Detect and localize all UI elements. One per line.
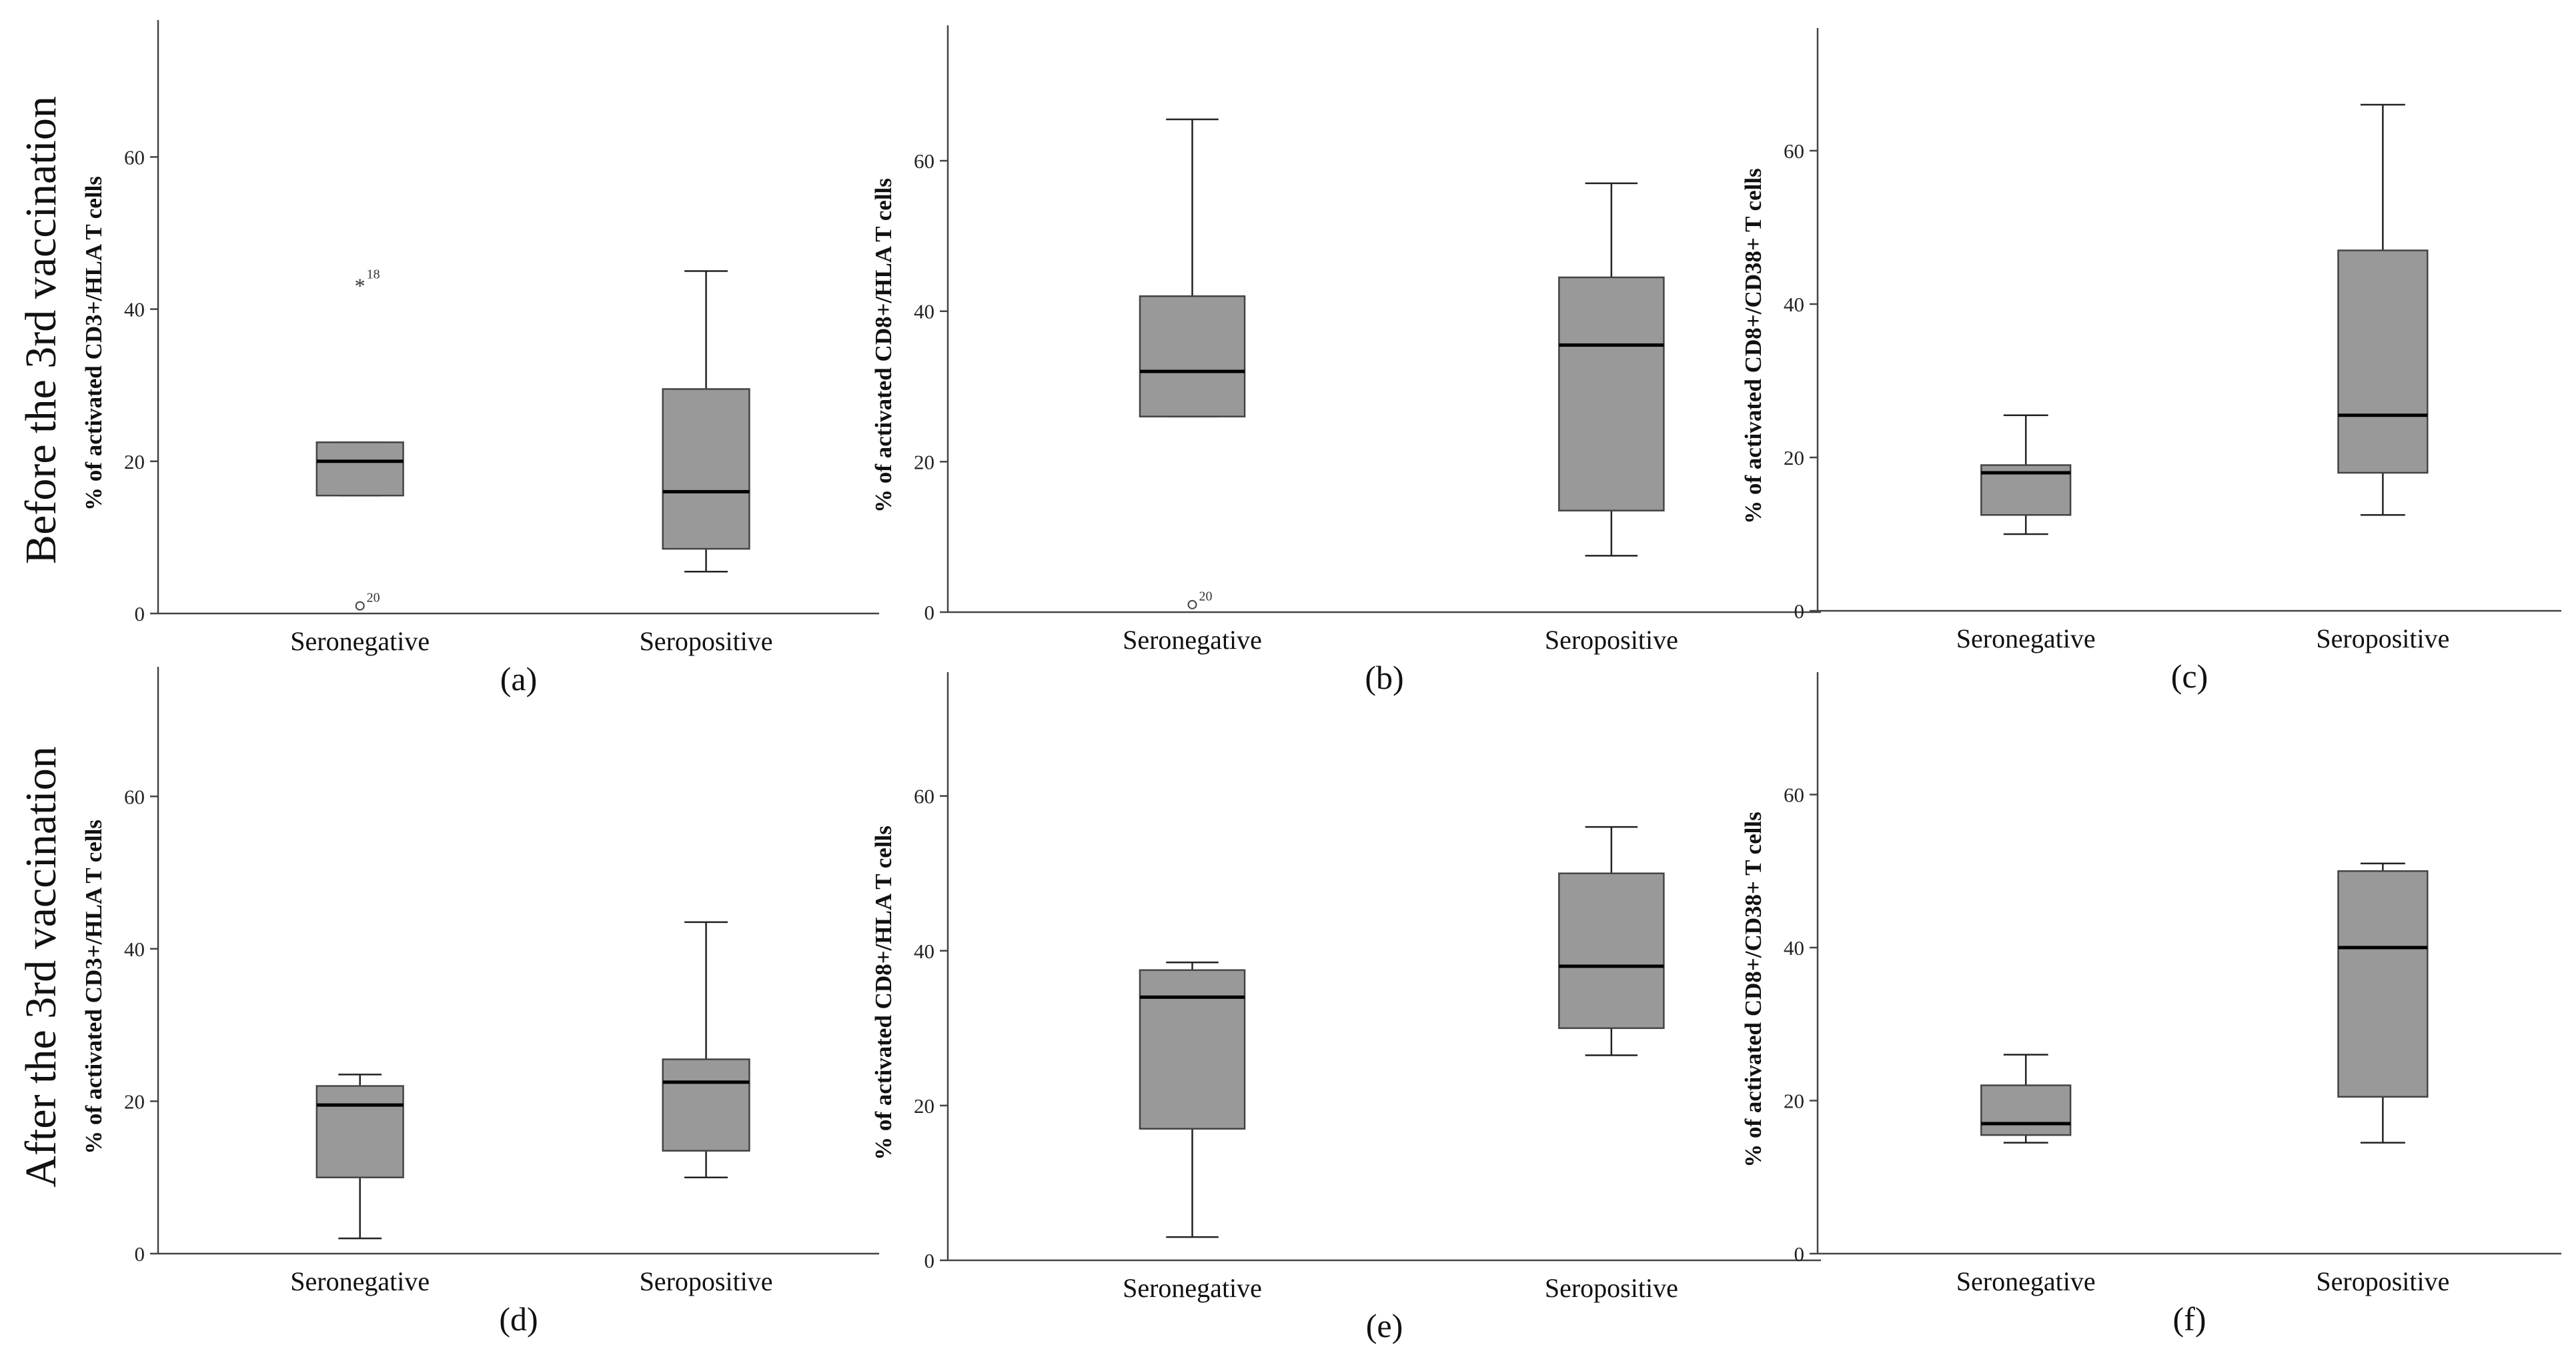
iqr-box bbox=[1139, 295, 1246, 417]
y-tick-label: 20 bbox=[1784, 1090, 1804, 1113]
y-tick-label: 0 bbox=[924, 601, 935, 624]
box-seronegative bbox=[1980, 414, 2072, 535]
iqr-box bbox=[1558, 276, 1665, 511]
box-seronegative bbox=[315, 1074, 404, 1240]
y-tick-label: 20 bbox=[124, 1090, 145, 1113]
y-tick-label: 20 bbox=[914, 450, 934, 473]
iqr-box bbox=[1558, 872, 1665, 1030]
outlier-label: 18 bbox=[367, 267, 380, 282]
x-category-label: Seropositive bbox=[1545, 1273, 1678, 1303]
outlier-marker bbox=[355, 601, 365, 611]
x-category-label: Seronegative bbox=[290, 1266, 430, 1296]
box-seropositive bbox=[662, 270, 750, 573]
box-seropositive bbox=[2337, 103, 2429, 516]
y-tick-label: 60 bbox=[124, 145, 145, 169]
iqr-box bbox=[662, 388, 750, 550]
y-axis-label: % of activated CD8+/CD38+ T cells bbox=[1740, 812, 1766, 1167]
iqr-box bbox=[315, 1085, 404, 1178]
y-axis-label: % of activated CD8+/HLA T cells bbox=[870, 826, 896, 1160]
panel-label: (a) bbox=[500, 660, 538, 698]
y-tick-label: 0 bbox=[924, 1249, 935, 1272]
x-category-label: Seronegative bbox=[1123, 625, 1262, 655]
y-tick-label: 40 bbox=[124, 298, 145, 321]
box-seronegative bbox=[1980, 1054, 2072, 1144]
outlier-label: 20 bbox=[1199, 589, 1213, 604]
box-seronegative: * 18 20 bbox=[315, 267, 404, 611]
y-tick-label: 20 bbox=[124, 450, 145, 473]
y-tick-label: 60 bbox=[914, 149, 934, 173]
outlier-marker bbox=[1187, 599, 1197, 609]
extreme-outlier-marker: * bbox=[355, 274, 366, 298]
box-seropositive bbox=[1558, 826, 1665, 1056]
y-tick-label: 40 bbox=[1784, 293, 1804, 316]
y-tick-label: 60 bbox=[1784, 139, 1804, 163]
box-seropositive bbox=[2337, 862, 2429, 1144]
x-category-label: Seropositive bbox=[640, 1266, 773, 1296]
panel-label: (d) bbox=[499, 1300, 538, 1338]
box-seronegative bbox=[1139, 961, 1246, 1238]
y-tick-label: 60 bbox=[1784, 784, 1804, 807]
panel-label: (e) bbox=[1366, 1307, 1403, 1344]
x-category-label: Seronegative bbox=[1956, 623, 2096, 653]
y-tick-label: 40 bbox=[1784, 936, 1804, 960]
x-category-label: Seronegative bbox=[1956, 1266, 2096, 1296]
outlier-label: 20 bbox=[367, 591, 380, 605]
box-seropositive bbox=[1558, 182, 1665, 557]
y-tick-label: 40 bbox=[914, 940, 934, 963]
panel-label: (b) bbox=[1365, 659, 1403, 696]
iqr-box bbox=[2337, 870, 2429, 1098]
y-tick-label: 60 bbox=[124, 785, 145, 808]
x-category-label: Seropositive bbox=[1545, 625, 1678, 655]
y-tick-label: 40 bbox=[914, 300, 934, 323]
y-tick-label: 0 bbox=[135, 602, 145, 625]
y-tick-label: 0 bbox=[1794, 599, 1805, 623]
y-tick-label: 0 bbox=[135, 1242, 145, 1266]
y-axis-label: % of activated CD3+/HLA T cells bbox=[81, 176, 107, 511]
y-tick-label: 60 bbox=[914, 785, 934, 808]
y-tick-label: 40 bbox=[124, 938, 145, 961]
y-axis-label: % of activated CD3+/HLA T cells bbox=[81, 820, 107, 1154]
x-category-label: Seronegative bbox=[1123, 1273, 1262, 1303]
x-category-label: Seronegative bbox=[290, 626, 430, 656]
x-category-label: Seropositive bbox=[2316, 623, 2449, 653]
x-category-label: Seropositive bbox=[640, 626, 773, 656]
iqr-box bbox=[662, 1058, 750, 1152]
y-tick-label: 20 bbox=[914, 1094, 934, 1118]
panel-label: (f) bbox=[2173, 1300, 2206, 1338]
x-category-label: Seropositive bbox=[2316, 1266, 2449, 1296]
iqr-box bbox=[1980, 1084, 2072, 1136]
y-tick-label: 20 bbox=[1784, 446, 1804, 469]
y-tick-label: 0 bbox=[1794, 1242, 1805, 1266]
box-seropositive bbox=[662, 921, 750, 1178]
y-axis-label: % of activated CD8+/CD38+ T cells bbox=[1740, 168, 1766, 523]
panel-label: (c) bbox=[2171, 657, 2208, 695]
y-axis-label: % of activated CD8+/HLA T cells bbox=[870, 178, 896, 513]
iqr-box bbox=[315, 441, 404, 497]
iqr-box bbox=[2337, 249, 2429, 474]
box-seronegative: 20 bbox=[1139, 118, 1246, 609]
